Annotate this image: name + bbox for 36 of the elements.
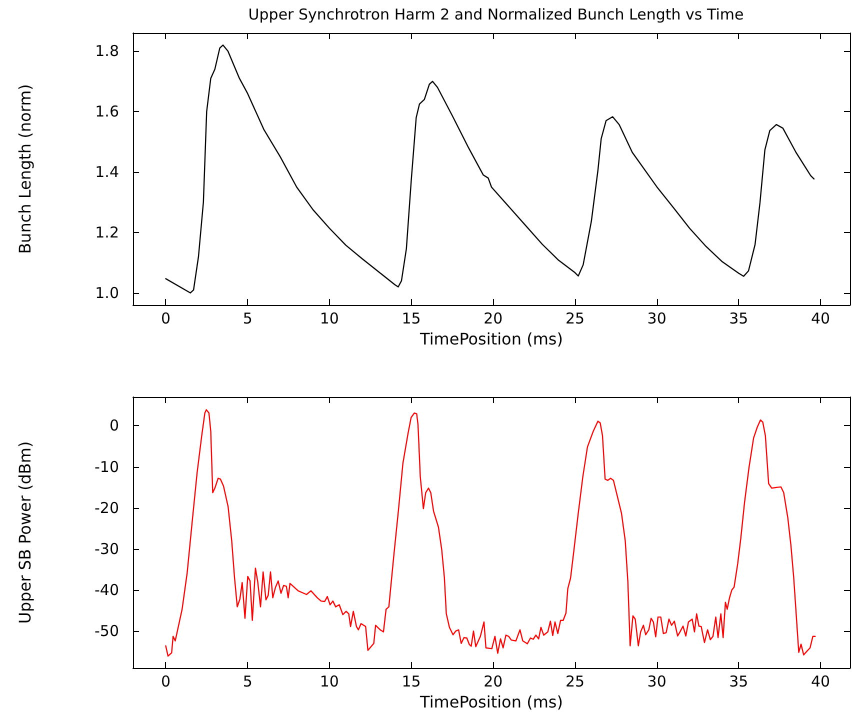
x-tick-label: 15 (402, 672, 421, 690)
y-axis-title: Bunch Length (norm) (16, 84, 34, 254)
x-tick-label: 40 (810, 672, 830, 690)
x-tick-label: 0 (160, 310, 171, 328)
y-tick-label: -40 (94, 580, 119, 599)
y-tick-label: -20 (94, 498, 119, 517)
x-tick-label: 0 (160, 672, 171, 690)
chart-title: Upper Synchrotron Harm 2 and Normalized Bunch Length vs Time (248, 6, 744, 24)
x-tick-label: 15 (402, 310, 421, 328)
x-tick-label: 10 (320, 310, 339, 328)
line-series (165, 409, 816, 657)
x-tick-label: 5 (242, 310, 252, 328)
y-tick-label: 1.6 (95, 102, 119, 121)
x-tick-label: 25 (565, 310, 585, 328)
x-tick-label: 25 (565, 672, 585, 690)
x-tick-label: 30 (647, 672, 666, 690)
x-tick-label: 10 (320, 672, 339, 690)
y-tick-label: 1.2 (95, 223, 119, 242)
y-tick-label: 1.4 (95, 163, 119, 182)
x-axis-title: TimePosition (ms) (419, 692, 563, 712)
x-tick-label: 20 (484, 310, 503, 328)
x-tick-label: 30 (647, 310, 666, 328)
x-tick-label: 20 (484, 672, 503, 690)
y-tick-label: -30 (94, 540, 119, 558)
y-tick-label: 0 (109, 416, 119, 435)
x-axis-title: TimePosition (ms) (419, 329, 563, 348)
y-tick-label: 1.0 (95, 284, 119, 302)
y-tick-label: -50 (94, 622, 119, 640)
x-tick-label: 35 (729, 310, 748, 328)
line-series (165, 44, 815, 294)
y-tick-label: -10 (94, 458, 119, 476)
x-tick-label: 5 (242, 672, 252, 690)
y-tick-label: 1.8 (95, 42, 119, 60)
y-axis-title: Upper SB Power (dBm) (16, 441, 34, 624)
x-tick-label: 35 (729, 672, 748, 690)
x-tick-label: 40 (810, 310, 830, 328)
